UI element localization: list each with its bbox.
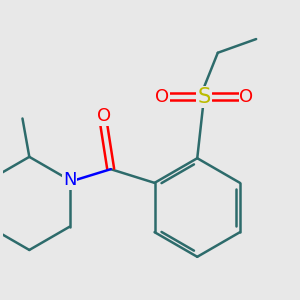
Text: O: O [97,107,111,125]
Text: O: O [239,88,254,106]
Text: S: S [197,87,211,106]
Text: O: O [154,88,169,106]
Text: N: N [63,171,76,189]
Text: N: N [63,171,76,189]
